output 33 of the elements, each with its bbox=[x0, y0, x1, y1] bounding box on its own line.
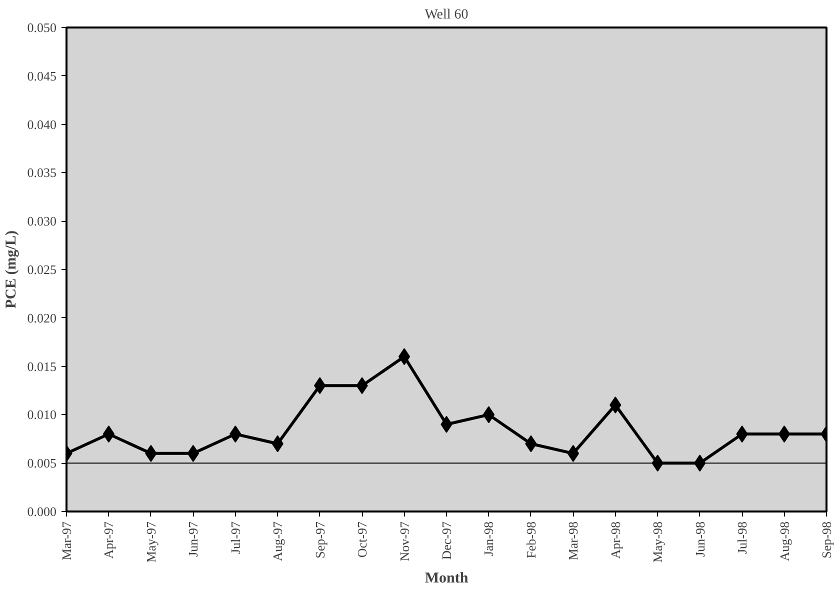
x-tick-label: Sep-98 bbox=[819, 521, 834, 558]
chart-title: Well 60 bbox=[424, 8, 468, 22]
x-tick-label: Sep-97 bbox=[312, 521, 328, 558]
x-axis-title: Month bbox=[424, 570, 469, 587]
x-tick-label: Apr-97 bbox=[101, 521, 116, 559]
x-tick-label: May-97 bbox=[143, 521, 158, 563]
x-tick-label: Jan-98 bbox=[481, 521, 496, 556]
y-tick-label: 0.025 bbox=[27, 262, 56, 277]
y-tick-label: 0.010 bbox=[27, 407, 56, 422]
x-tick-label: Apr-98 bbox=[608, 521, 623, 559]
y-tick-label: 0.000 bbox=[27, 504, 56, 519]
x-tick-label: Aug-97 bbox=[270, 521, 286, 562]
x-tick-label: Mar-98 bbox=[566, 521, 581, 560]
y-tick-label: 0.015 bbox=[27, 358, 56, 374]
y-tick-label: 0.030 bbox=[27, 214, 56, 229]
x-tick-label: Feb-98 bbox=[523, 521, 538, 558]
x-tick-label: Aug-98 bbox=[776, 522, 792, 562]
x-tick-label: Jun-98 bbox=[692, 521, 708, 557]
y-tick-label: 0.020 bbox=[27, 310, 56, 326]
y-tick-label: 0.005 bbox=[27, 456, 56, 471]
x-tick-label: Jun-97 bbox=[186, 521, 201, 557]
x-tick-label: Nov-97 bbox=[396, 521, 412, 562]
y-tick-label: 0.050 bbox=[27, 20, 56, 35]
x-tick-label: Dec-97 bbox=[439, 521, 454, 560]
x-tick-label: May-98 bbox=[650, 521, 666, 563]
x-tick-label: Jul-98 bbox=[734, 522, 750, 554]
y-tick-label: 0.040 bbox=[27, 116, 56, 132]
y-tick-label: 0.045 bbox=[27, 68, 56, 84]
x-tick-label: Jul-97 bbox=[228, 521, 243, 554]
y-axis-title: PCE (mg/L) bbox=[3, 230, 20, 308]
x-tick-label: Mar-97 bbox=[59, 521, 74, 560]
y-tick-label: 0.035 bbox=[27, 165, 56, 180]
x-tick-label: Oct-97 bbox=[354, 521, 370, 558]
